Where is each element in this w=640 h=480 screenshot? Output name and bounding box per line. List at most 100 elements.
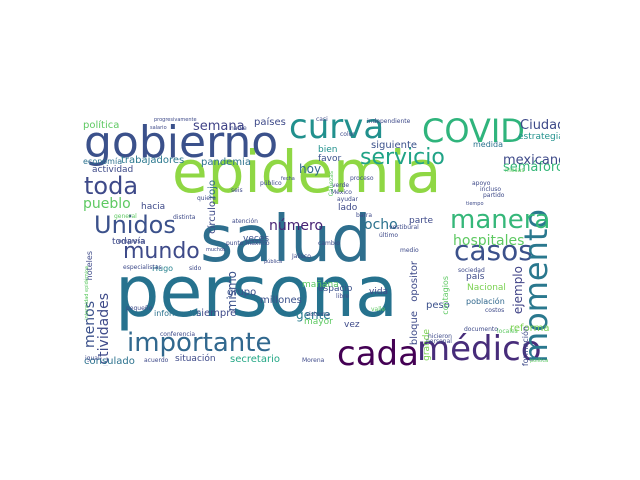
- word-cloud-word: transformación: [521, 326, 530, 366]
- word-cloud-word: manera: [450, 205, 551, 235]
- word-cloud-word: gente: [296, 308, 331, 322]
- word-cloud-word: casi: [316, 116, 328, 123]
- word-cloud: persona salud epidemia gobierno curva COVID ca…: [80, 101, 560, 366]
- word-cloud-word: proceso: [350, 175, 374, 182]
- word-cloud-word: verde: [332, 182, 350, 189]
- word-cloud-word: toda: [84, 172, 139, 200]
- word-cloud-word: nadie: [230, 125, 247, 132]
- word-cloud-word: persona: [115, 251, 398, 333]
- word-cloud-word: país: [466, 272, 485, 282]
- word-cloud-word: hospitales: [453, 233, 525, 249]
- word-cloud-word: economía: [83, 157, 123, 166]
- word-cloud-word: mexicano: [503, 153, 560, 168]
- word-cloud-word: muchos: [206, 247, 226, 253]
- word-cloud-word: conferencia: [160, 331, 196, 338]
- word-cloud-word: igual: [85, 355, 100, 362]
- word-cloud-word: países: [254, 117, 286, 128]
- word-cloud-word: reforma: [510, 323, 550, 334]
- word-cloud-word: tiempo: [466, 201, 484, 207]
- word-cloud-word: mundo: [123, 239, 200, 264]
- word-cloud-word: distinta: [173, 214, 196, 221]
- word-cloud-word: vida: [369, 287, 389, 297]
- word-cloud-word: favor: [318, 154, 342, 164]
- word-cloud-word: cambio: [318, 240, 340, 247]
- word-cloud-word: siguiente: [371, 140, 418, 151]
- word-cloud-word: actividad: [92, 165, 134, 175]
- word-cloud-word: Hugo: [152, 264, 174, 273]
- word-cloud-word: progresivamente: [154, 117, 197, 123]
- word-cloud-word: barra: [356, 212, 372, 219]
- word-cloud-word: vestibúral: [389, 224, 419, 231]
- word-cloud-word: partido: [483, 192, 505, 199]
- word-cloud-word: hacia: [141, 202, 166, 212]
- word-cloud-word: especialistas: [123, 264, 162, 271]
- word-cloud-word: ayudar: [337, 196, 358, 203]
- word-cloud-word: vez: [344, 320, 360, 330]
- word-cloud-word: semana: [193, 119, 245, 134]
- word-cloud-word: curva: [289, 107, 385, 147]
- word-cloud-word: bien: [318, 145, 338, 155]
- word-cloud-word: cada: [337, 334, 419, 366]
- word-cloud-word: costos: [485, 307, 505, 314]
- word-cloud-word: hicieron: [428, 333, 452, 340]
- word-cloud-word: ocho: [364, 217, 398, 233]
- word-cloud-word: pandemia: [201, 157, 251, 168]
- word-cloud-word: intensidad epidémica: [84, 266, 90, 320]
- word-cloud-word: política: [83, 120, 120, 131]
- word-cloud-word: Cabezas: [328, 171, 335, 197]
- word-cloud-word: México: [331, 189, 352, 196]
- word-cloud-word: todavía: [112, 237, 146, 247]
- word-cloud-word: lado: [338, 203, 358, 213]
- word-cloud-word: grupo: [227, 287, 257, 298]
- word-cloud-word: salud: [200, 203, 372, 277]
- word-cloud-word: medio: [400, 247, 419, 254]
- word-cloud-word: quiere: [197, 195, 216, 202]
- word-cloud-word: incluso: [480, 186, 502, 193]
- word-cloud-word: semáforo: [503, 160, 560, 175]
- word-cloud-word: atención: [232, 218, 258, 225]
- word-cloud-word: apoyo: [472, 180, 491, 187]
- word-cloud-word: empresa: [118, 238, 145, 245]
- word-cloud-word: medida: [473, 140, 503, 149]
- word-cloud-word: documento: [464, 326, 498, 333]
- word-cloud-word: Unidos: [94, 211, 176, 239]
- word-cloud-word: consulado: [84, 356, 135, 367]
- word-cloud-word: salario: [150, 125, 167, 131]
- word-cloud-word: peso: [426, 300, 450, 311]
- word-cloud-word: último: [379, 232, 399, 239]
- word-cloud-word: espacio: [318, 284, 353, 294]
- word-cloud-word: sistema: [306, 311, 330, 318]
- word-cloud-word: valle: [371, 306, 386, 313]
- word-cloud-word: gobierno: [84, 117, 279, 168]
- word-cloud-word: veces: [243, 234, 270, 244]
- word-cloud-word: Jalisco: [292, 253, 311, 260]
- word-cloud-word: Ciudad: [520, 118, 560, 133]
- word-cloud-word: parte: [409, 216, 433, 226]
- word-cloud-word: política: [530, 358, 549, 364]
- word-cloud-word: sido: [189, 265, 202, 272]
- word-cloud-word: seis: [231, 187, 243, 194]
- word-cloud-word: hoy: [299, 162, 322, 176]
- word-cloud-word: mayor: [304, 317, 333, 327]
- word-cloud-word: libre: [336, 293, 350, 300]
- word-cloud-word: mesas: [505, 167, 525, 174]
- word-cloud-word: pueblo: [83, 196, 131, 212]
- word-cloud-word: secretario: [230, 354, 280, 365]
- word-cloud-word: trabajadores: [121, 155, 185, 166]
- word-cloud-word: estrategia: [518, 132, 560, 142]
- word-cloud-word: millones: [260, 295, 302, 306]
- word-cloud-word: servicio: [360, 145, 445, 170]
- word-cloud-word: siempre: [196, 308, 237, 319]
- word-cloud-word: médico: [417, 329, 542, 366]
- word-cloud-word: bloque: [409, 311, 420, 346]
- word-cloud-word: sociedad: [458, 267, 485, 274]
- word-cloud-word: Morena: [302, 357, 325, 364]
- word-cloud-word: personal: [426, 338, 452, 345]
- word-cloud-word: importante: [127, 328, 272, 358]
- word-cloud-word: pequeño: [126, 305, 153, 312]
- word-cloud-word: mañana: [302, 280, 339, 290]
- word-cloud-word: independiente: [367, 118, 411, 125]
- word-cloud-word: opositor: [409, 261, 420, 302]
- word-cloud-word: COVID: [422, 112, 525, 150]
- word-cloud-word: público: [260, 180, 282, 187]
